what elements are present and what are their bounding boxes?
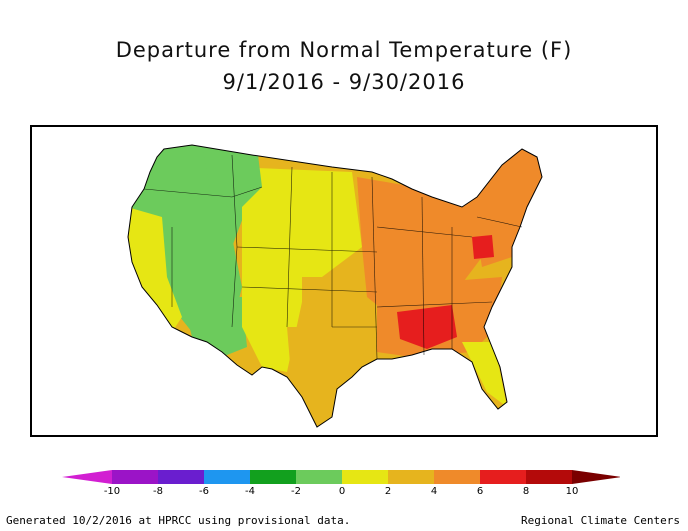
generation-note: Generated 10/2/2016 at HPRCC using provi… <box>6 514 351 527</box>
map-title: Departure from Normal Temperature (F) <box>115 38 573 62</box>
legend-swatch <box>250 470 296 484</box>
region-ohio-hotspot <box>472 235 494 259</box>
legend-tick-label: -2 <box>291 486 301 497</box>
region-florida <box>462 342 507 407</box>
legend-swatch <box>480 470 526 484</box>
us-outline <box>127 144 543 428</box>
region-tennessee-alabama-hotspot <box>397 305 457 349</box>
us-temperature-departure-map <box>127 144 543 428</box>
legend-swatch <box>296 470 342 484</box>
legend-swatch <box>342 470 388 484</box>
legend-tick-label: -10 <box>103 486 121 497</box>
legend-swatch <box>158 470 204 484</box>
legend-tick-label: 6 <box>476 486 484 497</box>
legend-tick-label: -6 <box>199 486 209 497</box>
color-legend-bar <box>62 470 620 484</box>
legend-tick-label: 0 <box>338 486 346 497</box>
legend-swatch <box>434 470 480 484</box>
legend-tick-label: 8 <box>522 486 530 497</box>
legend-tick-label: -8 <box>153 486 163 497</box>
region-southwest <box>182 297 247 357</box>
map-frame <box>30 125 658 437</box>
region-northern-rockies <box>202 145 262 212</box>
legend-swatch <box>526 470 572 484</box>
legend-tick-label: 4 <box>430 486 438 497</box>
legend-tick-label: 10 <box>565 486 579 497</box>
legend-high-arrow <box>572 470 620 484</box>
source-credit: Regional Climate Centers <box>521 514 680 527</box>
legend-low-arrow <box>62 470 112 484</box>
region-california <box>128 207 182 332</box>
legend-swatch <box>204 470 250 484</box>
legend-tick-label: -4 <box>245 486 255 497</box>
state-borders <box>143 154 523 360</box>
map-subtitle: 9/1/2016 - 9/30/2016 <box>222 70 466 94</box>
region-high-plains <box>232 167 362 372</box>
legend-swatch <box>112 470 158 484</box>
region-texas <box>287 327 362 427</box>
legend-tick-label: 2 <box>384 486 392 497</box>
legend-swatch <box>388 470 434 484</box>
